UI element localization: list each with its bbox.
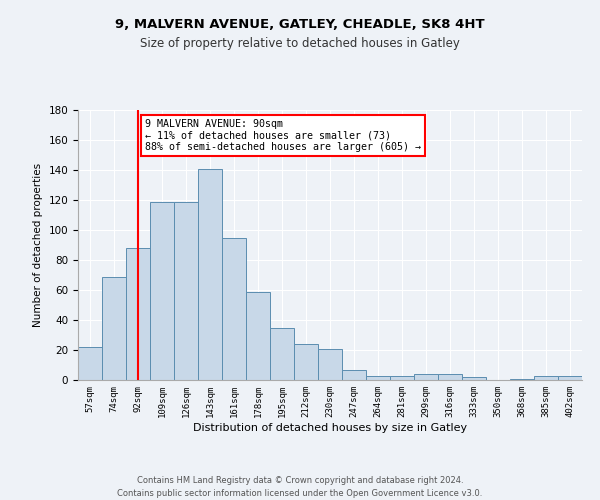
Bar <box>390 376 414 380</box>
Bar <box>150 202 174 380</box>
Bar <box>294 344 318 380</box>
Bar <box>438 374 462 380</box>
Bar <box>462 377 486 380</box>
Bar <box>270 328 294 380</box>
Bar <box>102 276 126 380</box>
Bar <box>414 374 438 380</box>
Text: Contains HM Land Registry data © Crown copyright and database right 2024.
Contai: Contains HM Land Registry data © Crown c… <box>118 476 482 498</box>
Bar <box>198 168 222 380</box>
Bar <box>534 376 558 380</box>
Bar <box>318 348 342 380</box>
Text: 9, MALVERN AVENUE, GATLEY, CHEADLE, SK8 4HT: 9, MALVERN AVENUE, GATLEY, CHEADLE, SK8 … <box>115 18 485 30</box>
Bar <box>342 370 366 380</box>
X-axis label: Distribution of detached houses by size in Gatley: Distribution of detached houses by size … <box>193 422 467 432</box>
Bar <box>246 292 270 380</box>
Text: 9 MALVERN AVENUE: 90sqm
← 11% of detached houses are smaller (73)
88% of semi-de: 9 MALVERN AVENUE: 90sqm ← 11% of detache… <box>145 119 421 152</box>
Bar <box>510 378 534 380</box>
Bar <box>558 376 582 380</box>
Bar <box>174 202 198 380</box>
Bar <box>126 248 150 380</box>
Y-axis label: Number of detached properties: Number of detached properties <box>33 163 43 327</box>
Text: Size of property relative to detached houses in Gatley: Size of property relative to detached ho… <box>140 38 460 51</box>
Bar <box>366 376 390 380</box>
Bar <box>222 238 246 380</box>
Bar <box>78 347 102 380</box>
